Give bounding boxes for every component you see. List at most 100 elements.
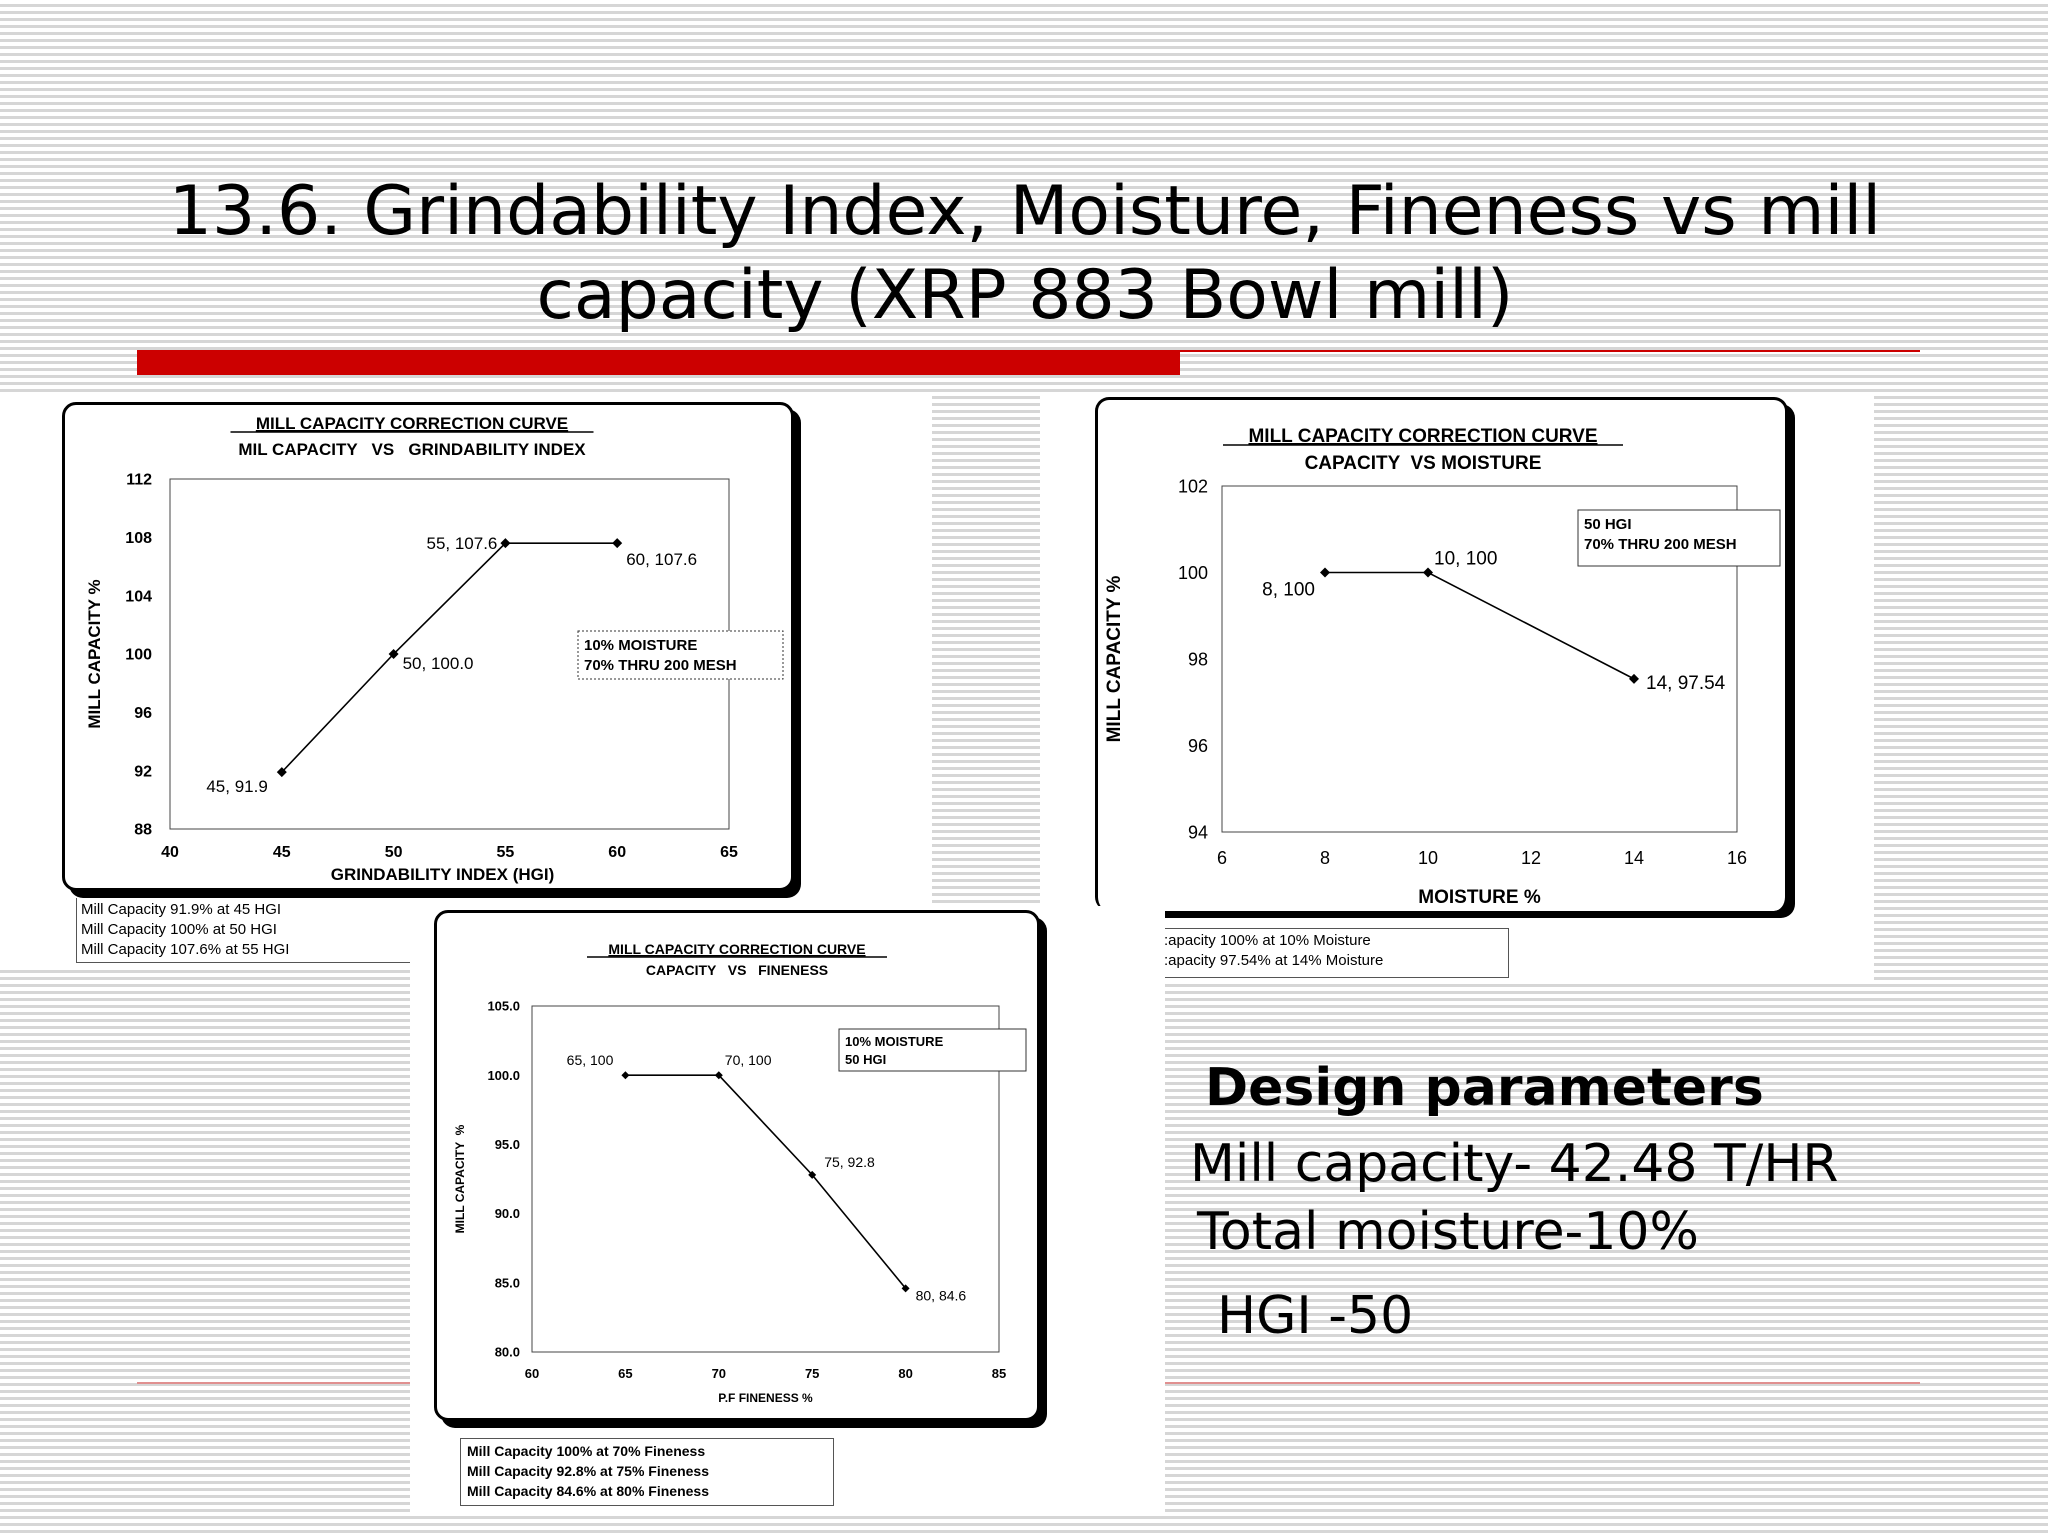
condition-text: 50 HGI — [845, 1052, 886, 1067]
x-tick-label: 40 — [161, 844, 179, 861]
chart-frame-moisture — [1095, 397, 1788, 911]
y-tick-label: 96 — [134, 705, 152, 722]
title-accent-line — [1180, 350, 1920, 352]
chart-subtitle: CAPACITY VS FINENESS — [646, 962, 828, 978]
x-tick-label: 75 — [805, 1366, 819, 1381]
chart-title: MILL CAPACITY CORRECTION CURVE — [608, 941, 865, 957]
chart-notes-fineness: Mill Capacity 100% at 70% Fineness Mill C… — [460, 1438, 834, 1506]
note-line: Mill Capacity 107.6% at 55 HGI — [81, 941, 290, 958]
y-axis-label: MILL CAPACITY % — [1104, 576, 1125, 743]
data-label: 14, 97.54 — [1646, 673, 1726, 694]
x-axis-label: P.F FINENESS % — [718, 1391, 813, 1405]
chart-panel-grindability: MILL CAPACITY CORRECTION CURVE MIL CAPACI… — [0, 392, 932, 970]
data-label: 60, 107.6 — [626, 550, 697, 569]
chart-fineness: MILL CAPACITY CORRECTION CURVE CAPACITY V… — [453, 941, 1027, 1405]
x-tick-label: 60 — [608, 844, 626, 861]
data-point-marker — [388, 649, 399, 659]
data-point-marker — [612, 538, 623, 549]
x-tick-label: 6 — [1217, 848, 1227, 868]
plot-area — [1221, 485, 1738, 833]
x-tick-label: 16 — [1727, 848, 1747, 868]
x-tick-label: 60 — [525, 1366, 539, 1381]
data-point-marker — [901, 1284, 910, 1293]
data-label: 75, 92.8 — [824, 1154, 875, 1170]
note-line: Mill Capacity 84.6% at 80% Fineness — [467, 1483, 709, 1499]
y-tick-label: 108 — [125, 530, 152, 547]
y-tick-label: 95.0 — [495, 1137, 520, 1152]
chart-frame-fineness — [434, 910, 1040, 1421]
x-tick-label: 65 — [720, 844, 738, 861]
note-line: Mill Capacity 91.9% at 45 HGI — [81, 901, 282, 918]
y-tick-label: 85.0 — [495, 1275, 520, 1290]
data-label: 55, 107.6 — [426, 534, 497, 553]
chart-subtitle: MIL CAPACITY VS GRINDABILITY INDEX — [238, 440, 586, 459]
y-tick-label: 90.0 — [495, 1206, 520, 1221]
data-label: 65, 100 — [567, 1052, 614, 1068]
note-line: :apacity 97.54% at 14% Moisture — [1164, 952, 1384, 969]
data-label: 45, 91.9 — [206, 777, 267, 796]
note-line: Mill Capacity 100% at 70% Fineness — [467, 1443, 706, 1459]
x-tick-label: 45 — [273, 844, 291, 861]
conditions-box — [577, 630, 784, 680]
y-tick-label: 102 — [1178, 476, 1208, 496]
plot-area — [531, 1005, 1000, 1353]
y-tick-label: 104 — [125, 588, 152, 605]
chart-panel-moisture: MILL CAPACITY CORRECTION CURVE CAPACITY V… — [1040, 392, 1874, 982]
condition-text: 50 HGI — [1584, 516, 1632, 533]
y-axis-label: MILL CAPACITY % — [453, 1124, 467, 1233]
conditions-box — [838, 1028, 1027, 1072]
x-tick-label: 8 — [1320, 848, 1330, 868]
condition-text: 10% MOISTURE — [584, 637, 697, 654]
note-line: Mill Capacity 92.8% at 75% Fineness — [467, 1463, 709, 1479]
data-label: 10, 100 — [1434, 549, 1497, 570]
design-total-moisture: Total moisture-10% — [1197, 1202, 1699, 1262]
chart-grindability: MILL CAPACITY CORRECTION CURVE MIL CAPACI… — [85, 414, 784, 884]
design-mill-capacity: Mill capacity- 42.48 T/HR — [1190, 1134, 1839, 1194]
x-tick-label: 50 — [385, 844, 403, 861]
y-tick-label: 92 — [134, 763, 152, 780]
series-line — [1325, 571, 1635, 680]
x-tick-label: 10 — [1418, 848, 1438, 868]
chart-title: MILL CAPACITY CORRECTION CURVE — [256, 414, 568, 433]
chart-panel-fineness: MILL CAPACITY CORRECTION CURVE CAPACITY V… — [410, 906, 1165, 1512]
data-point-marker — [808, 1170, 817, 1179]
condition-text: 70% THRU 200 MESH — [584, 657, 737, 674]
condition-text: 10% MOISTURE — [845, 1034, 944, 1049]
x-tick-label: 70 — [712, 1366, 726, 1381]
x-tick-label: 55 — [497, 844, 515, 861]
chart-subtitle: CAPACITY VS MOISTURE — [1305, 453, 1542, 474]
slide-title: 13.6. Grindability Index, Moisture, Fine… — [168, 172, 1882, 335]
chart-notes-moisture: :apacity 100% at 10% Moisture:apacity 97… — [1160, 928, 1509, 978]
data-label: 8, 100 — [1262, 580, 1315, 601]
x-tick-label: 12 — [1521, 848, 1541, 868]
x-axis-label: MOISTURE % — [1418, 887, 1541, 908]
x-tick-label: 14 — [1624, 848, 1644, 868]
data-label: 70, 100 — [725, 1052, 772, 1068]
y-tick-label: 100 — [125, 647, 152, 664]
data-point-marker — [1629, 673, 1639, 684]
y-tick-label: 100 — [1178, 563, 1208, 583]
x-tick-label: 85 — [992, 1366, 1006, 1381]
y-tick-label: 98 — [1188, 649, 1208, 669]
data-point-marker — [276, 767, 287, 778]
y-axis-label: MILL CAPACITY % — [85, 579, 104, 728]
y-tick-label: 105.0 — [487, 999, 520, 1014]
y-tick-label: 100.0 — [487, 1068, 520, 1083]
data-point-marker — [621, 1071, 630, 1080]
x-tick-label: 80 — [898, 1366, 912, 1381]
y-tick-label: 94 — [1188, 822, 1208, 842]
design-hgi: HGI -50 — [1217, 1286, 1414, 1346]
y-tick-label: 88 — [134, 822, 152, 839]
series-line — [281, 542, 618, 773]
design-heading: Design parameters — [1205, 1058, 1764, 1118]
data-point-marker — [714, 1071, 723, 1080]
chart-notes-grindability: Mill Capacity 91.9% at 45 HGI Mill Capaci… — [76, 898, 425, 963]
y-tick-label: 96 — [1188, 736, 1208, 756]
data-label: 50, 100.0 — [403, 654, 474, 673]
note-line: Mill Capacity 100% at 50 HGI — [81, 921, 277, 938]
x-tick-label: 65 — [618, 1366, 632, 1381]
series-line — [625, 1074, 907, 1289]
y-tick-label: 112 — [126, 472, 152, 489]
y-tick-label: 80.0 — [495, 1345, 520, 1360]
data-point-marker — [500, 538, 511, 549]
